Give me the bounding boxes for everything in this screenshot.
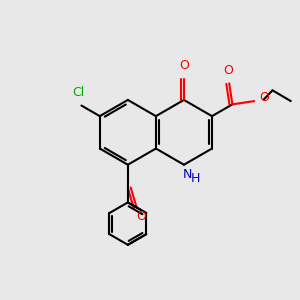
Text: O: O — [179, 59, 189, 72]
Text: O: O — [260, 91, 269, 104]
Text: N: N — [183, 168, 192, 181]
Text: H: H — [190, 172, 200, 185]
Text: O: O — [223, 64, 233, 77]
Text: Cl: Cl — [72, 86, 85, 99]
Text: O: O — [136, 210, 146, 223]
